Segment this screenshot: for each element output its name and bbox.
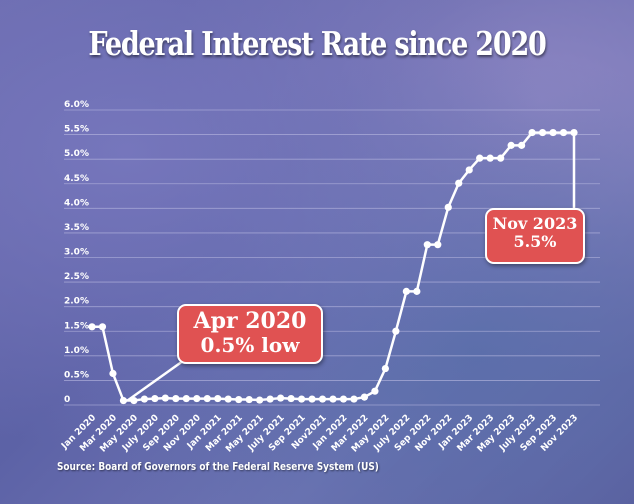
data-point <box>444 203 452 211</box>
chart-title: Federal Interest Rate since 2020 <box>88 24 547 63</box>
data-point <box>235 395 243 404</box>
annotation-low-date: Apr 2020 <box>193 308 307 334</box>
data-point <box>476 154 484 162</box>
annotation-current: Nov 2023 5.5% <box>485 208 585 264</box>
data-point <box>538 128 547 137</box>
annotation-low: Apr 2020 0.5% low <box>177 304 323 364</box>
y-tick-label: 4.0% <box>64 198 89 208</box>
data-point <box>549 128 557 137</box>
data-point <box>119 396 128 405</box>
data-point <box>413 287 421 295</box>
data-point <box>360 393 369 401</box>
y-tick-label: 2.5% <box>64 272 89 282</box>
data-point <box>182 394 190 403</box>
data-point <box>151 394 159 403</box>
data-point <box>224 395 232 403</box>
data-point <box>434 241 442 249</box>
data-point <box>193 394 201 403</box>
data-point <box>214 394 222 403</box>
data-point <box>402 287 410 295</box>
data-point <box>266 395 274 403</box>
data-point <box>371 387 379 395</box>
y-tick-label: 0.5% <box>64 370 89 380</box>
annotation-current-value: 5.5% <box>513 232 557 252</box>
data-point <box>465 166 473 174</box>
data-point <box>287 394 295 403</box>
y-tick-label: 5.5% <box>64 125 89 135</box>
data-point <box>381 364 389 373</box>
data-point <box>423 241 431 249</box>
data-point <box>339 395 348 403</box>
y-tick-label: 1.5% <box>64 321 89 331</box>
series-line <box>92 131 574 402</box>
data-point <box>130 396 138 405</box>
data-point <box>98 323 107 331</box>
y-tick-label: 2.0% <box>64 297 89 307</box>
data-point <box>570 128 578 137</box>
y-tick-label: 6.0% <box>64 100 89 110</box>
data-point <box>161 394 169 402</box>
annotation-low-value: 0.5% low <box>200 333 300 358</box>
data-point <box>109 369 117 378</box>
data-point <box>245 395 253 404</box>
data-point <box>392 327 400 335</box>
data-point <box>507 141 515 149</box>
data-point <box>297 395 306 403</box>
data-point <box>172 394 180 403</box>
data-point <box>277 394 285 402</box>
annotation-current-date: Nov 2023 <box>492 214 578 233</box>
data-point <box>528 128 536 137</box>
y-tick-label: 3.5% <box>64 223 89 233</box>
y-tick-label: 0 <box>64 395 70 405</box>
y-tick-label: 5.0% <box>64 149 89 159</box>
data-point <box>203 394 211 403</box>
data-point <box>559 128 568 137</box>
data-point <box>455 179 463 187</box>
data-point <box>140 395 148 403</box>
annotation-connector <box>126 354 191 402</box>
data-point <box>518 141 526 149</box>
y-tick-label: 3.0% <box>64 248 89 258</box>
data-point <box>308 395 316 403</box>
y-tick-label: 4.5% <box>64 174 89 184</box>
data-point <box>486 154 494 162</box>
y-tick-label: 1.0% <box>64 346 89 356</box>
data-point <box>256 396 264 404</box>
data-point <box>329 395 337 403</box>
data-point <box>318 395 327 403</box>
data-point <box>350 395 358 403</box>
source-note: Source: Board of Governors of the Federa… <box>57 461 379 473</box>
data-point <box>497 154 505 162</box>
data-point <box>88 323 96 331</box>
